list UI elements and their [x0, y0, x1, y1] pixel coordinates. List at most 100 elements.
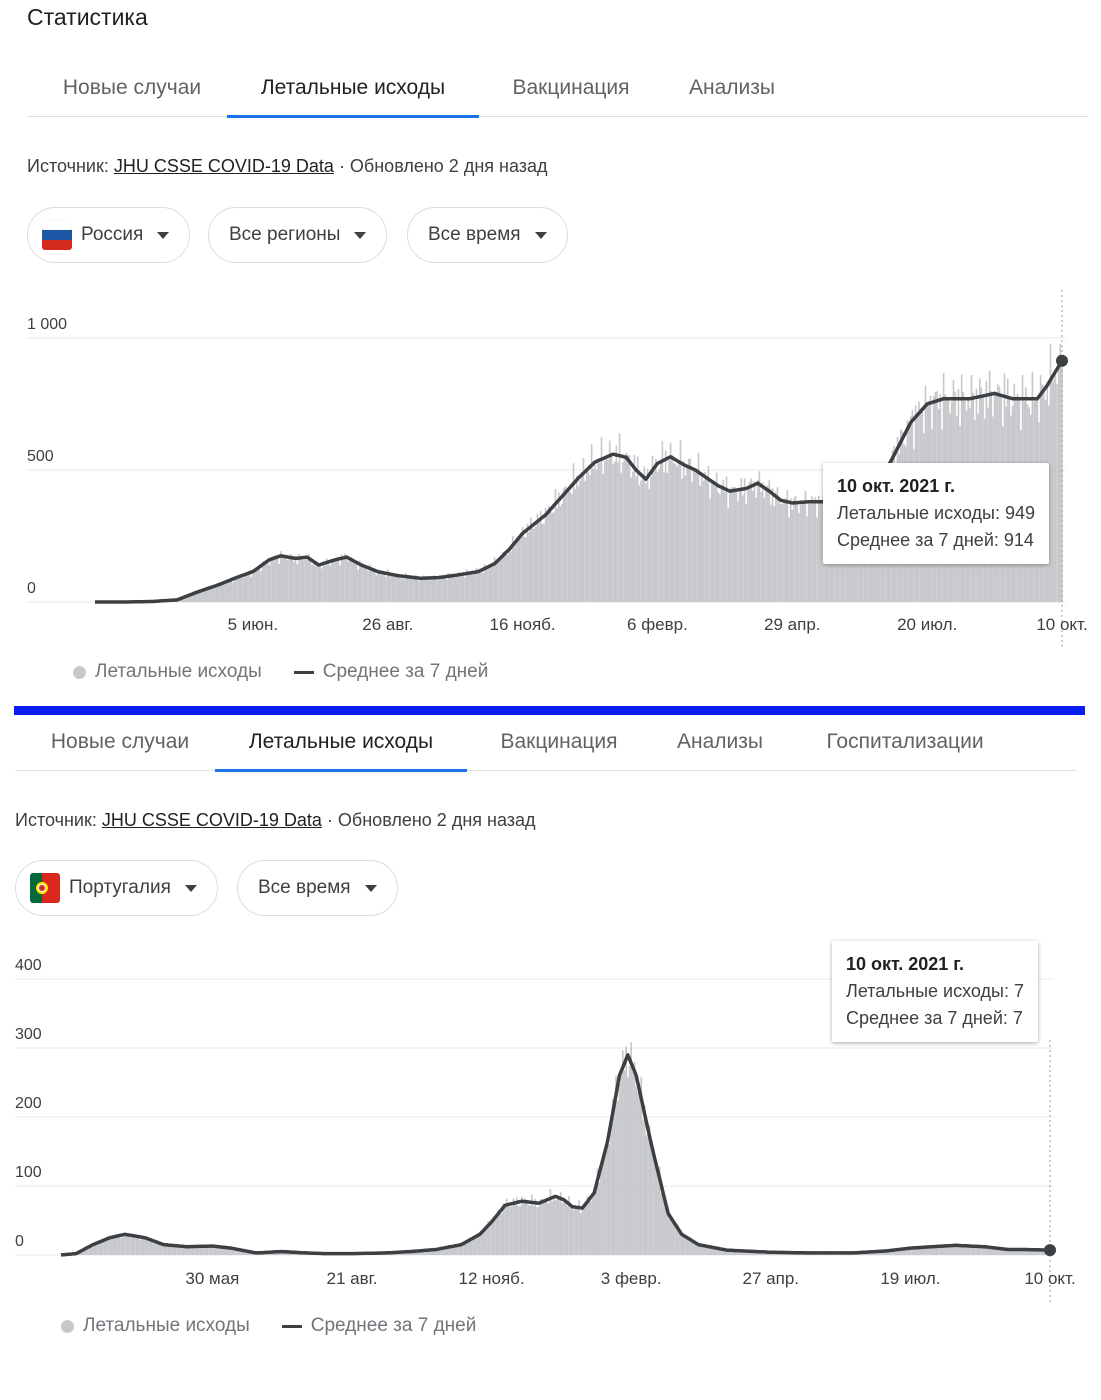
- bar: [1054, 375, 1057, 602]
- bar: [971, 1245, 974, 1255]
- bar: [443, 1247, 446, 1255]
- bar: [473, 1237, 476, 1255]
- tab-tests[interactable]: Анализы: [677, 730, 763, 753]
- deaths-chart-portugal[interactable]: 0 100 200 300 400 30 мая 21 авг. 12 нояб. 3 февр…: [0, 930, 1101, 1305]
- bar: [912, 1247, 915, 1255]
- bar: [398, 575, 401, 602]
- bar: [222, 584, 225, 602]
- bar: [578, 1200, 580, 1255]
- bar: [760, 491, 762, 602]
- tab-new-cases[interactable]: Новые случаи: [50, 730, 190, 753]
- bar: [446, 579, 448, 602]
- time-filter[interactable]: Все время: [237, 860, 398, 916]
- bar: [938, 1245, 940, 1255]
- bar: [640, 480, 642, 602]
- x-tick-label: 5 июн.: [228, 615, 279, 634]
- source-line: Источник: JHU CSSE COVID-19 Data · Обнов…: [27, 156, 548, 177]
- bar: [640, 1076, 643, 1255]
- bar: [301, 557, 304, 602]
- bar: [897, 1250, 900, 1255]
- bar: [562, 488, 565, 602]
- country-filter[interactable]: Россия: [27, 207, 191, 263]
- time-filter[interactable]: Все время: [407, 207, 568, 263]
- bar: [463, 1243, 466, 1255]
- bar: [706, 1245, 708, 1255]
- bar: [534, 1198, 537, 1255]
- bar: [377, 569, 379, 602]
- bar: [500, 559, 503, 602]
- tooltip-date: 10 окт. 2021 г.: [837, 476, 956, 496]
- bar: [396, 573, 399, 602]
- bar: [1007, 1250, 1009, 1255]
- bar: [894, 1249, 897, 1255]
- average-line: [60, 1053, 1051, 1257]
- bar: [641, 475, 644, 602]
- bar: [1034, 1249, 1036, 1255]
- tab-deaths[interactable]: Летальные исходы: [260, 76, 446, 99]
- bar: [500, 1213, 503, 1255]
- region-filter[interactable]: Все регионы: [208, 207, 388, 263]
- tab-vaccination[interactable]: Вакцинация: [500, 730, 618, 753]
- tab-new-cases[interactable]: Новые случаи: [62, 76, 202, 99]
- bar: [220, 581, 223, 602]
- bar: [679, 1233, 681, 1255]
- bar: [662, 1191, 664, 1255]
- bar: [754, 1251, 757, 1255]
- bar: [748, 482, 751, 602]
- bar: [587, 471, 590, 602]
- bar: [926, 1248, 929, 1255]
- bar: [651, 455, 654, 602]
- bar: [784, 498, 787, 602]
- tab-deaths[interactable]: Летальные исходы: [248, 730, 434, 753]
- bar: [291, 555, 294, 602]
- bar: [607, 459, 609, 602]
- bar: [485, 567, 488, 602]
- bar: [219, 1248, 222, 1255]
- bar: [577, 486, 580, 602]
- bar: [115, 1235, 118, 1255]
- bar: [638, 485, 641, 602]
- country-filter[interactable]: Португалия: [15, 860, 218, 916]
- bar: [482, 1232, 485, 1255]
- source-prefix: Источник:: [27, 156, 109, 176]
- bar: [137, 1234, 140, 1255]
- bar: [563, 1200, 565, 1255]
- source-link[interactable]: JHU CSSE COVID-19 Data: [101, 810, 322, 830]
- bar: [904, 1248, 907, 1255]
- bar: [404, 572, 407, 602]
- bar: [949, 1245, 952, 1255]
- bar: [617, 462, 619, 602]
- bar: [605, 1143, 607, 1255]
- bar: [503, 551, 506, 602]
- tab-tests[interactable]: Анализы: [689, 76, 775, 99]
- source-link[interactable]: JHU CSSE COVID-19 Data: [113, 156, 334, 176]
- bar: [250, 577, 253, 602]
- bar: [943, 1245, 945, 1255]
- portugal-flag-icon: [30, 873, 60, 903]
- bar: [206, 1245, 209, 1255]
- bar: [421, 579, 424, 602]
- bar: [622, 461, 624, 602]
- bar: [107, 1238, 109, 1255]
- bar: [549, 511, 552, 602]
- bar: [1051, 382, 1053, 602]
- hover-point: [1044, 1244, 1056, 1257]
- chevron-down-icon: [184, 884, 197, 892]
- bar: [421, 1250, 424, 1255]
- chart-tooltip: 10 окт. 2021 г. Летальные исходы: 7 Сред…: [832, 941, 1038, 1042]
- bar: [157, 1244, 160, 1255]
- bar: [460, 573, 463, 602]
- bar: [457, 572, 460, 602]
- bar: [347, 561, 350, 602]
- bar: [991, 1248, 994, 1255]
- bar: [568, 1196, 570, 1255]
- bar: [589, 475, 591, 602]
- tab-vaccination[interactable]: Вакцинация: [512, 76, 630, 99]
- bar: [670, 1222, 673, 1255]
- bar: [504, 1208, 506, 1255]
- bar: [357, 569, 359, 602]
- bar: [615, 445, 618, 602]
- bar: [716, 1248, 718, 1255]
- tab-hospitalizations[interactable]: Госпитализации: [826, 730, 984, 753]
- bar: [363, 566, 366, 602]
